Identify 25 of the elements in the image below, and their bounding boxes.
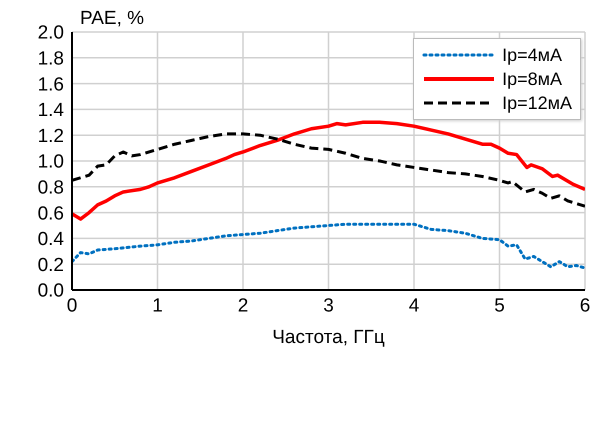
x-tick-label: 1 — [152, 295, 163, 316]
legend-label: Ip=4мА — [502, 44, 562, 66]
y-tick-label: 1.8 — [38, 48, 64, 70]
y-tick-label: 0.0 — [38, 280, 64, 302]
x-tick-label: 2 — [238, 295, 248, 316]
y-tick-label: 0.4 — [38, 229, 64, 250]
y-tick-label: 1.0 — [38, 152, 64, 173]
line-series — [72, 120, 585, 221]
y-tick-label: 1.6 — [38, 74, 64, 96]
legend-label: Ip=8мА — [502, 68, 562, 90]
y-axis-title: PAE, % — [80, 8, 144, 30]
y-tick-label: 1.2 — [38, 126, 64, 147]
x-tick-label: 0 — [66, 295, 78, 316]
y-tick-label: 0.6 — [38, 203, 64, 224]
line-series — [72, 222, 585, 270]
legend-label: Ip=12мА — [502, 92, 572, 114]
y-tick-label: 0.8 — [38, 178, 64, 199]
x-tick-label: 4 — [408, 295, 420, 316]
x-axis-title: Частота, ГГц — [272, 327, 385, 348]
y-tick-label: 0.2 — [38, 254, 64, 276]
y-tick-label: 1.4 — [38, 100, 64, 122]
x-tick-label: 3 — [323, 295, 334, 316]
y-tick-label: 2.0 — [38, 22, 64, 44]
x-tick-label: 5 — [494, 295, 505, 316]
x-tick-label: 6 — [580, 295, 590, 316]
